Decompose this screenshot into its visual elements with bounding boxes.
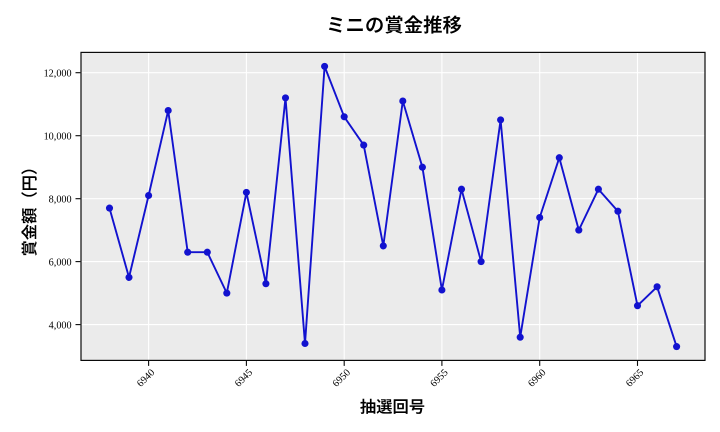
svg-text:4,000: 4,000: [49, 320, 72, 331]
svg-text:12,000: 12,000: [44, 68, 72, 79]
svg-text:6,000: 6,000: [49, 257, 72, 268]
svg-text:10,000: 10,000: [44, 131, 72, 142]
svg-text:8,000: 8,000: [49, 194, 72, 205]
